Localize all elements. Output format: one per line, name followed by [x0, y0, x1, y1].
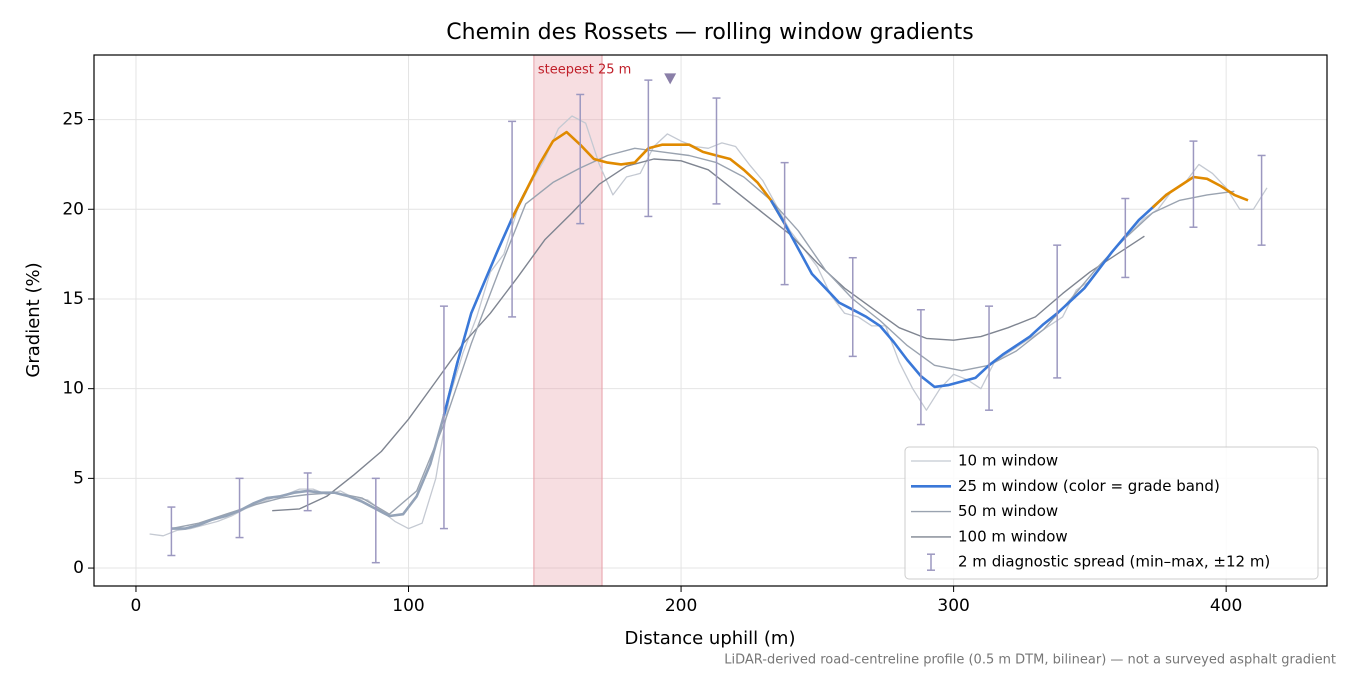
x-tick-label: 300 [937, 596, 969, 616]
legend-label: 25 m window (color = grade band) [958, 477, 1220, 495]
line-segment [171, 360, 459, 530]
y-tick-label: 0 [73, 558, 84, 578]
line-segment [510, 130, 786, 225]
y-tick-label: 10 [62, 379, 84, 399]
x-tick-label: 200 [665, 596, 697, 616]
legend-label: 50 m window [958, 502, 1058, 520]
y-tick-label: 15 [62, 289, 84, 309]
legend-label: 2 m diagnostic spread (min–max, ±12 m) [958, 553, 1270, 571]
legend-label: 100 m window [958, 527, 1068, 545]
y-tick-label: 25 [62, 110, 84, 130]
line-segment [769, 193, 1168, 389]
legend-box [904, 446, 1319, 580]
x-axis-label: Distance uphill (m) [625, 628, 796, 649]
plot-frame [93, 54, 1328, 587]
highlight-label: steepest 25 m [538, 63, 631, 78]
x-tick-label: 0 [131, 596, 142, 616]
y-tick-label: 5 [73, 468, 84, 488]
peak-marker [664, 73, 677, 85]
y-tick-label: 20 [62, 199, 84, 219]
line-segment [1151, 175, 1249, 209]
x-tick-label: 400 [1210, 596, 1242, 616]
x-tick-label: 100 [392, 596, 424, 616]
chart-title: Chemin des Rossets — rolling window grad… [446, 20, 973, 45]
footnote: LiDAR-derived road-centreline profile (0… [724, 653, 1336, 668]
line-segment [442, 190, 527, 416]
legend-label: 10 m window [958, 452, 1058, 470]
line [272, 158, 1145, 512]
y-axis-label: Gradient (%) [23, 262, 44, 377]
